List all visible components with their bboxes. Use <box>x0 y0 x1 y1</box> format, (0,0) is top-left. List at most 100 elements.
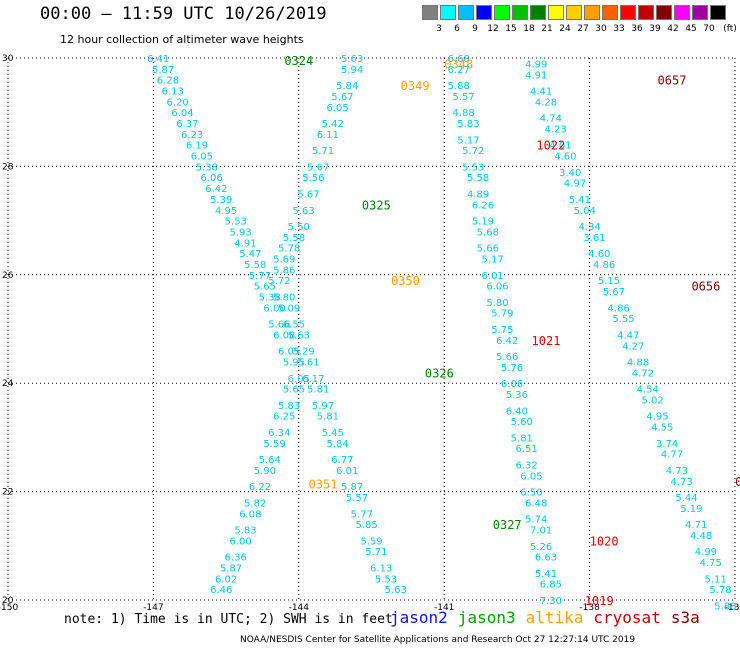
wave-height-point: 6.41 <box>147 54 169 65</box>
pass-time-label: 0657 <box>658 74 687 88</box>
wave-height-point: 5.85 <box>356 520 378 531</box>
scale-swatch <box>656 5 672 20</box>
wave-height-point: 5.67 <box>307 162 329 173</box>
scale-label: 9 <box>472 24 478 34</box>
wave-height-point: 5.64 <box>259 455 281 466</box>
pass-time-label: 0325 <box>362 198 391 212</box>
wave-height-point: 5.66 <box>268 320 290 331</box>
x-tick-label: -150 <box>0 603 18 613</box>
wave-height-point: 6.05 <box>520 471 542 482</box>
chart-note: note: 1) Time is in UTC; 2) SWH is in fe… <box>64 612 393 627</box>
wave-height-point: 5.76 <box>501 363 523 374</box>
wave-height-point: 5.63 <box>288 330 310 341</box>
wave-height-point: 6.26 <box>472 200 494 211</box>
pass-time-label: 0656 <box>691 280 720 294</box>
wave-height-point: 5.83 <box>278 401 300 412</box>
scale-label: 33 <box>613 24 625 34</box>
wave-height-point: 5.79 <box>491 309 513 320</box>
wave-height-point: 4.88 <box>627 358 649 369</box>
wave-height-point: 5.71 <box>365 547 387 558</box>
y-tick-label: 30 <box>2 54 14 64</box>
wave-height-point: 5.77 <box>351 509 373 520</box>
wave-height-point: 5.26 <box>530 542 552 553</box>
wave-height-point: 4.95 <box>215 206 237 217</box>
wave-height-point: 5.94 <box>341 65 363 76</box>
scale-swatch <box>674 5 690 20</box>
wave-height-point: 6.02 <box>215 574 237 585</box>
wave-height-point: 4.88 <box>452 108 474 119</box>
wave-height-point: 6.08 <box>239 509 261 520</box>
wave-height-point: 5.83 <box>457 119 479 130</box>
wave-height-point: 6.55 <box>283 320 305 331</box>
wave-height-point: 5.84 <box>336 81 358 92</box>
wave-height-point: 5.66 <box>477 244 499 255</box>
pass-time-label: 1022 <box>536 139 565 153</box>
pass-time-label: 0350 <box>391 274 420 288</box>
wave-height-point: 5.66 <box>496 352 518 363</box>
wave-height-point: 7.30 <box>540 596 562 607</box>
wave-height-point: 5.80 <box>273 292 295 303</box>
wave-height-point: 6.34 <box>268 428 290 439</box>
wave-height-point: 5.78 <box>278 244 300 255</box>
wave-height-point: 4.47 <box>617 330 639 341</box>
wave-height-point: 5.81 <box>317 412 339 423</box>
wave-height-point: 5.56 <box>302 173 324 184</box>
wave-height-point: 4.97 <box>564 179 586 190</box>
wave-height-point: 5.68 <box>477 227 499 238</box>
pass-time-label: 0324 <box>284 54 313 68</box>
scale-swatch <box>710 5 726 20</box>
wave-height-point: 4.91 <box>525 70 547 81</box>
wave-height-point: 5.87 <box>152 65 174 76</box>
wave-height-point: 5.53 <box>462 162 484 173</box>
wave-height-point: 4.75 <box>700 558 722 569</box>
wave-height-point: 5.67 <box>297 190 319 201</box>
wave-height-point: 4.99 <box>525 59 547 70</box>
wave-height-point: 6.50 <box>520 488 542 499</box>
wave-height-point: 4.99 <box>695 547 717 558</box>
wave-height-point: 3.74 <box>656 439 678 450</box>
satellite-jason2: jason2 <box>390 608 448 627</box>
pass-time-label: 0655 <box>735 475 740 489</box>
wave-height-point: 5.81 <box>307 385 329 396</box>
satellite-jason3: jason3 <box>457 608 516 627</box>
wave-height-point: 5.77 <box>249 271 271 282</box>
scale-label: 6 <box>454 24 460 34</box>
wave-height-point: 5.17 <box>482 255 504 266</box>
wave-height-point: 5.17 <box>457 135 479 146</box>
wave-height-point: 5.60 <box>511 417 533 428</box>
wave-height-point: 6.05 <box>278 347 300 358</box>
wave-height-point: 6.51 <box>515 444 537 455</box>
satellite-s3a: s3a <box>670 608 700 627</box>
wave-height-point: 4.73 <box>671 477 693 488</box>
page-title: 00:00 – 11:59 UTC 10/26/2019 <box>40 4 327 24</box>
wave-height-point: 4.74 <box>540 114 562 125</box>
wave-height-point: 5.58 <box>467 173 489 184</box>
wave-height-point: 5.55 <box>612 314 634 325</box>
scale-swatch <box>566 5 582 20</box>
wave-height-point: 5.72 <box>462 146 484 157</box>
scale-label: 36 <box>631 24 643 34</box>
wave-height-point: 4.71 <box>685 520 707 531</box>
wave-height-point: 5.02 <box>641 395 663 406</box>
wave-height-point: 5.90 <box>254 466 276 477</box>
y-tick-label: 28 <box>2 162 14 172</box>
wave-height-point: 4.86 <box>593 260 615 271</box>
wave-height-point: 5.80 <box>486 298 508 309</box>
wave-height-point: 5.44 <box>675 493 697 504</box>
pass-time-label: 1021 <box>532 334 561 348</box>
wave-height-point: 6.63 <box>535 553 557 564</box>
y-tick-label: 20 <box>2 596 14 606</box>
wave-height-point: 6.01 <box>336 466 358 477</box>
scale-unit: (ft) <box>723 24 737 34</box>
wave-height-point: 6.42 <box>205 184 227 195</box>
wave-height-point: 6.13 <box>162 87 184 98</box>
wave-height-point: 6.19 <box>186 141 208 152</box>
wave-height-point: 4.34 <box>578 222 600 233</box>
x-tick-label: -147 <box>143 603 163 613</box>
wave-height-point: 5.88 <box>448 81 470 92</box>
wave-height-point: 6.32 <box>515 461 537 472</box>
wave-height-point: 4.89 <box>467 190 489 201</box>
scale-swatch <box>602 5 618 20</box>
y-tick-label: 26 <box>2 271 14 281</box>
